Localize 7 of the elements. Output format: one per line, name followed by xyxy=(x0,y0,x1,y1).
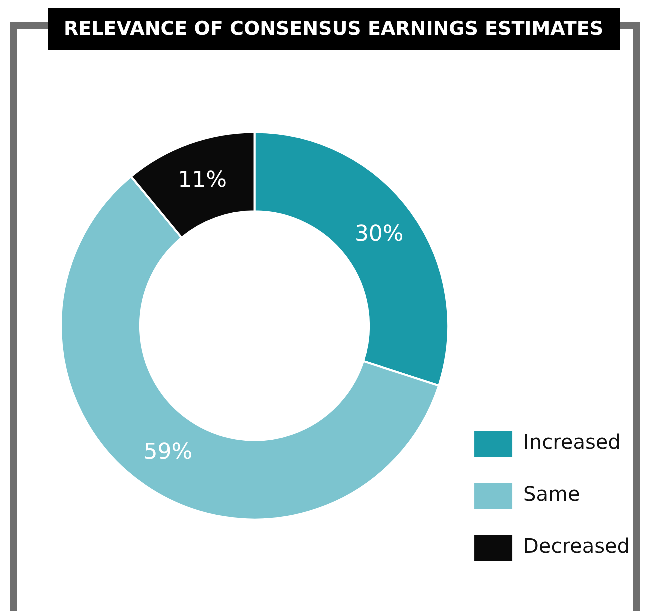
data-label: 11% xyxy=(178,168,228,193)
chart-title: RELEVANCE OF CONSENSUS EARNINGS ESTIMATES xyxy=(48,8,620,50)
data-label: 30% xyxy=(354,222,404,248)
data-label: 59% xyxy=(144,440,193,466)
legend-label: Same xyxy=(524,482,580,506)
legend-label: Increased xyxy=(524,430,621,454)
legend-label: Decreased xyxy=(524,534,630,558)
